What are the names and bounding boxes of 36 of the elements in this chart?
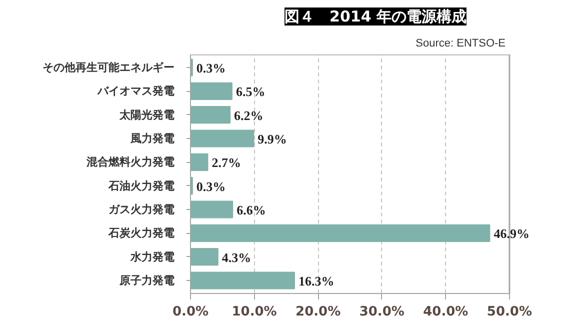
x-tick-label: 10.0% — [232, 304, 277, 320]
data-label: 9.9% — [258, 132, 287, 147]
bar — [190, 82, 232, 100]
y-tick-label: 太陽光発電 — [118, 108, 174, 122]
data-label: 0.3% — [196, 60, 226, 76]
y-tick-label: 風力発電 — [130, 132, 174, 146]
y-tick-label: 石油火力発電 — [108, 179, 174, 192]
y-tick-label: その他再生可能エネルギー — [42, 61, 174, 74]
x-tick-label: 50.0% — [486, 304, 532, 320]
bar — [190, 248, 218, 266]
source-note: Source: ENTSO-E — [416, 38, 506, 50]
y-tick-label: バイオマス発電 — [96, 84, 174, 98]
bar — [190, 272, 295, 290]
data-label: 6.5% — [236, 84, 266, 100]
data-label: 2.7% — [212, 155, 241, 170]
bar — [190, 106, 231, 124]
x-tick-label: 0.0% — [172, 304, 209, 320]
bar — [190, 153, 208, 171]
y-tick-label: 水力発電 — [130, 250, 174, 264]
y-tick-label: 原子力発電 — [118, 274, 174, 287]
y-tick-label: 石炭火力発電 — [108, 226, 174, 240]
x-tick-label: 20.0% — [296, 304, 341, 320]
x-tick-label: 30.0% — [359, 304, 404, 320]
y-tick-label: ガス火力発電 — [108, 202, 174, 216]
bar — [190, 224, 490, 242]
data-label: 4.3% — [222, 250, 252, 265]
x-tick-label: 40.0% — [423, 304, 468, 320]
data-label: 6.2% — [234, 108, 264, 123]
data-label: 6.6% — [236, 202, 266, 218]
bar — [190, 200, 234, 218]
data-label: 16.3% — [298, 273, 334, 288]
bar — [190, 130, 254, 148]
chart-title: 図４ 2014 年の電源構成 — [284, 8, 466, 26]
data-label: 0.3% — [196, 178, 226, 194]
data-label: 46.9% — [494, 226, 530, 242]
y-tick-label: 混合燃料火力発電 — [86, 156, 174, 169]
